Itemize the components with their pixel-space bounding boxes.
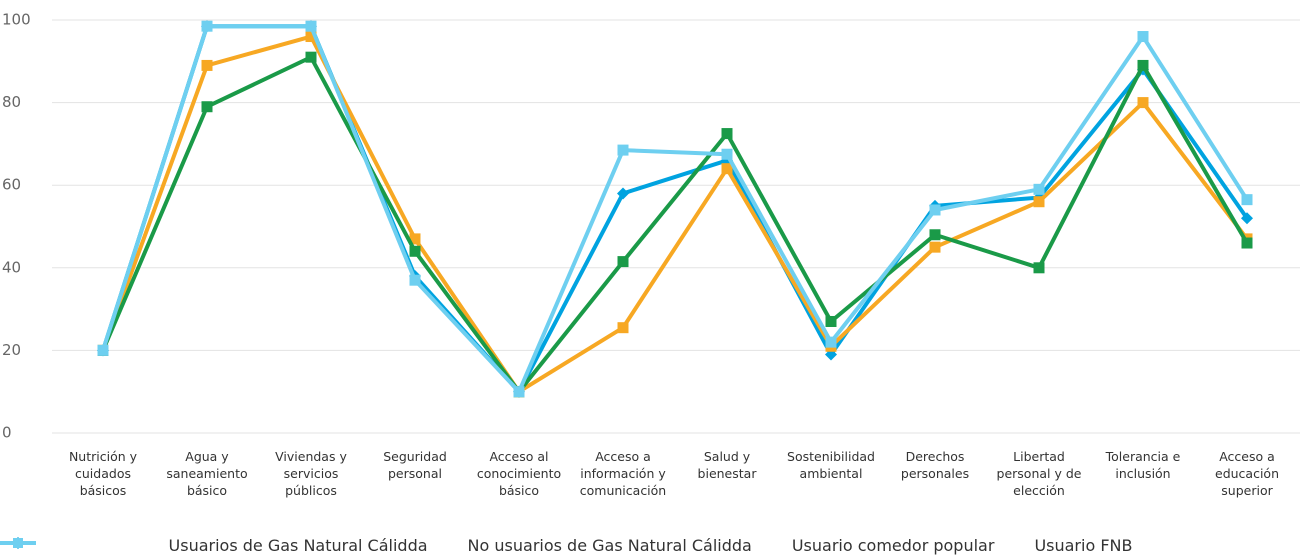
point bbox=[409, 245, 421, 257]
point bbox=[513, 386, 525, 398]
x-tick-label: Viviendas y servicios públicos bbox=[275, 449, 347, 498]
point bbox=[1033, 183, 1045, 195]
point bbox=[1137, 31, 1149, 43]
point bbox=[617, 187, 629, 200]
point bbox=[409, 233, 421, 245]
legend-item: Usuarios de Gas Natural Cálidda bbox=[0, 536, 428, 555]
point bbox=[201, 20, 213, 32]
series-line bbox=[101, 55, 1249, 394]
x-tick-label: Agua y saneamiento básico bbox=[166, 449, 248, 498]
legend-marker bbox=[13, 538, 23, 548]
legend-item: Usuario comedor popular bbox=[0, 536, 995, 555]
point bbox=[1137, 97, 1149, 109]
x-tick-label: Tolerancia e inclusión bbox=[1105, 449, 1181, 481]
point bbox=[825, 336, 837, 348]
point bbox=[1033, 262, 1045, 274]
point bbox=[1241, 212, 1253, 225]
point bbox=[617, 256, 629, 268]
y-tick-label: 80 bbox=[2, 93, 21, 111]
point bbox=[97, 344, 109, 356]
legend-label: Usuario comedor popular bbox=[791, 536, 995, 555]
point bbox=[721, 128, 733, 140]
x-tick-label: Seguridad personal bbox=[383, 449, 447, 481]
legend-label: Usuarios de Gas Natural Cálidda bbox=[168, 536, 428, 555]
point bbox=[1241, 237, 1253, 249]
point bbox=[721, 148, 733, 160]
y-tick-label: 20 bbox=[2, 341, 21, 359]
x-tick-label: Acceso al conocimiento básico bbox=[476, 449, 562, 498]
point bbox=[409, 274, 421, 286]
legend-item: Usuario FNB bbox=[0, 536, 1133, 555]
point bbox=[721, 163, 733, 175]
point bbox=[929, 229, 941, 241]
point bbox=[305, 31, 317, 43]
point bbox=[201, 101, 213, 113]
legend-swatch bbox=[0, 538, 36, 548]
x-tick-label: Salud y bienestar bbox=[697, 449, 757, 481]
y-tick-label: 40 bbox=[2, 258, 21, 276]
point bbox=[305, 20, 317, 32]
series-line bbox=[101, 24, 1249, 394]
point bbox=[1137, 59, 1149, 71]
x-tick-label: Derechos personales bbox=[900, 449, 970, 481]
legend-label: No usuarios de Gas Natural Cálidda bbox=[467, 536, 752, 555]
legend-label: Usuario FNB bbox=[1034, 536, 1133, 555]
y-tick-label: 100 bbox=[2, 11, 31, 29]
point bbox=[617, 322, 629, 334]
point bbox=[1033, 196, 1045, 208]
point bbox=[825, 315, 837, 327]
y-tick-label: 60 bbox=[2, 176, 21, 194]
x-tick-label: Acceso a información y comunicación bbox=[579, 449, 667, 498]
series-line bbox=[101, 34, 1249, 394]
legend: Usuarios de Gas Natural Cálidda No usuari… bbox=[0, 536, 1301, 555]
x-tick-label: Sostenibilidad ambiental bbox=[787, 449, 875, 481]
point bbox=[305, 51, 317, 63]
point bbox=[929, 204, 941, 216]
point bbox=[201, 59, 213, 71]
point bbox=[929, 241, 941, 253]
y-tick-label: 0 bbox=[2, 424, 12, 442]
plot: 0 20 40 60 80 100 bbox=[2, 11, 1300, 442]
series-line bbox=[101, 24, 1249, 394]
point bbox=[1241, 194, 1253, 206]
point bbox=[617, 144, 629, 156]
x-tick-label: Nutrición y cuidados básicos bbox=[68, 449, 138, 498]
x-tick-label: Libertad personal y de elección bbox=[996, 449, 1082, 498]
x-tick-label: Acceso a educación superior bbox=[1215, 449, 1279, 498]
legend-item: No usuarios de Gas Natural Cálidda bbox=[0, 536, 752, 555]
